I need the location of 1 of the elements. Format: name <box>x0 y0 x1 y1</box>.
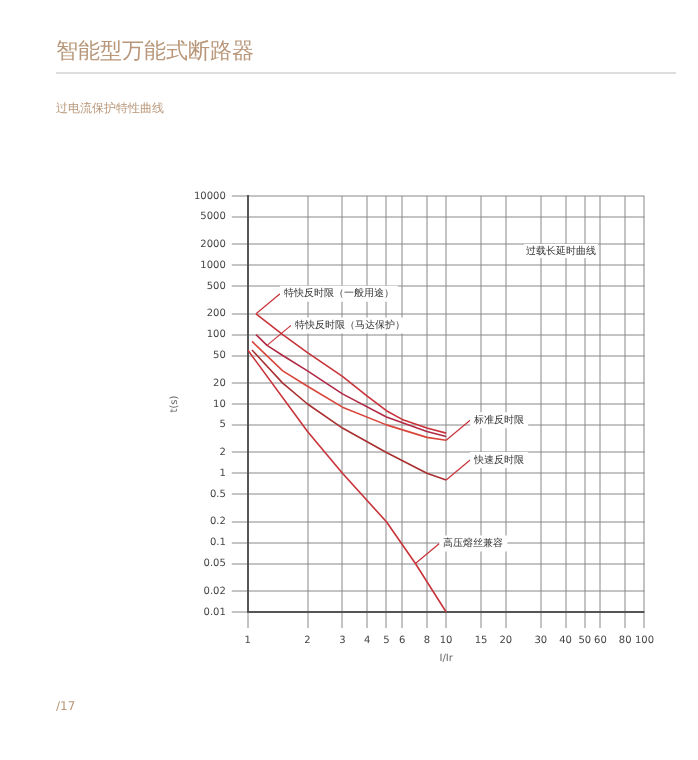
chart-title: 智能型万能式断路器 <box>56 36 254 66</box>
